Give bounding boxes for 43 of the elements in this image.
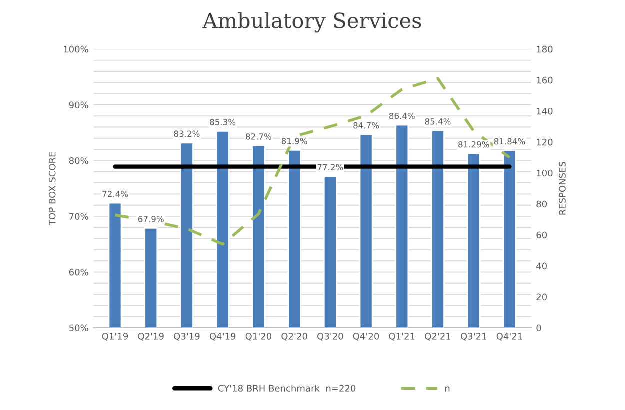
- y2-tick-label: 140: [537, 108, 553, 115]
- y-axis-title: TOP BOX SCORE: [48, 152, 56, 226]
- data-label: 72.4%: [102, 191, 128, 198]
- x-tick-label: Q3'21: [460, 333, 486, 341]
- chart-title: Ambulatory Services: [202, 12, 422, 33]
- data-label: 81.9%: [282, 138, 308, 144]
- x-tick-label: Q2'20: [282, 333, 308, 341]
- x-tick-label: Q3'20: [318, 333, 344, 341]
- y2-tick-label: 180: [537, 46, 553, 53]
- y2-tick-label: 120: [537, 138, 553, 146]
- y2-axis-title: RESPONSES: [559, 162, 566, 215]
- y2-tick-label: 80: [536, 200, 547, 208]
- y2-tick-label: 160: [537, 76, 553, 84]
- x-tick-label: Q4'19: [210, 333, 236, 341]
- y-tick-label: 90%: [69, 102, 88, 109]
- x-tick-label: Q3'19: [174, 333, 200, 341]
- data-label: 82.7%: [246, 134, 272, 140]
- x-tick-label: Q2'19: [138, 333, 164, 341]
- data-label: 83.2%: [174, 130, 200, 138]
- data-label: 85.3%: [210, 119, 236, 126]
- y-tick-label: 60%: [69, 268, 88, 276]
- y-tick-label: 100%: [64, 46, 88, 53]
- x-tick-label: Q1'20: [246, 333, 272, 341]
- x-tick-label: Q1'21: [389, 333, 415, 341]
- y2-tick-label: 60: [536, 232, 547, 239]
- x-tick-label: Q4'20: [353, 333, 380, 341]
- y-tick-label: 50%: [70, 324, 88, 332]
- y-tick-label: 80%: [69, 157, 88, 164]
- data-label: 86.4%: [389, 112, 415, 120]
- data-label: 81.84%: [494, 138, 526, 145]
- y2-tick-label: 20: [536, 294, 547, 301]
- y-tick-label: 70%: [70, 213, 88, 220]
- y2-tick-label: 100: [537, 170, 553, 177]
- legend-label: n: [446, 386, 450, 392]
- y2-tick-label: 0: [536, 324, 542, 332]
- x-tick-label: Q2'21: [425, 333, 451, 341]
- legend-label: CY'18 BRH Benchmark n=220: [218, 384, 356, 392]
- x-tick-label: Q1'19: [102, 333, 128, 341]
- data-label: 84.7%: [354, 122, 380, 129]
- data-label: 81.29%: [458, 141, 490, 148]
- x-tick-label: Q4'21: [496, 333, 522, 341]
- data-label: 85.4%: [425, 118, 451, 125]
- y2-tick-label: 40: [536, 262, 547, 270]
